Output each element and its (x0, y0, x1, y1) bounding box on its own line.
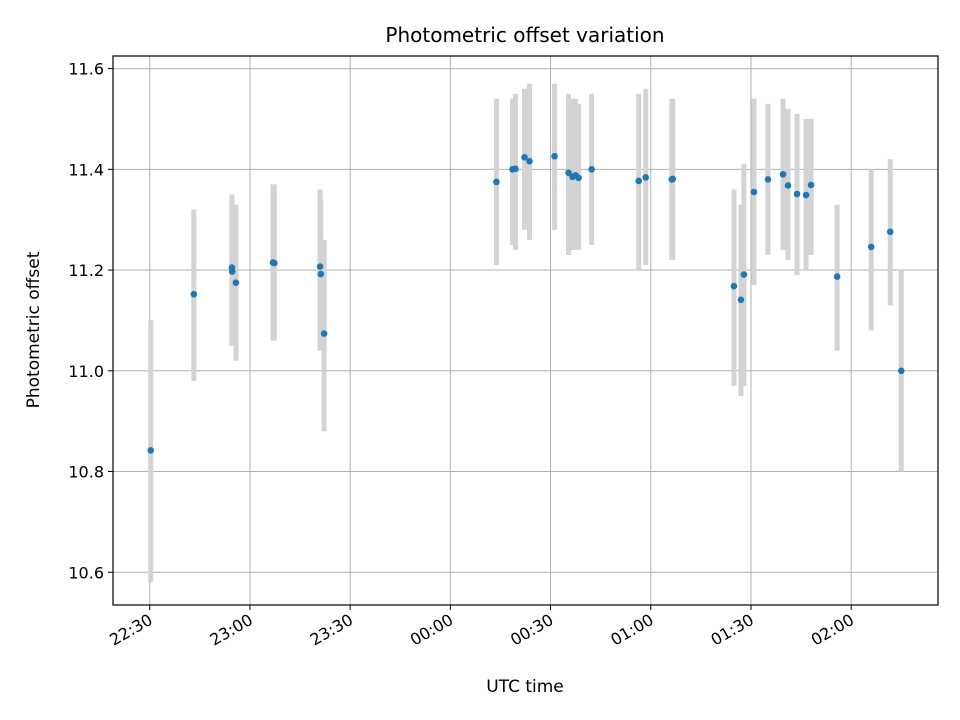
data-point (669, 175, 677, 183)
y-tick-label: 11.2 (68, 261, 104, 280)
data-point (493, 178, 500, 186)
data-point (320, 330, 328, 337)
data-point (635, 177, 643, 185)
plot-frame (112, 55, 939, 606)
data-point (867, 243, 875, 251)
data-point (642, 174, 650, 181)
data-point (521, 153, 528, 161)
y-axis-label: Photometric offset (24, 251, 44, 408)
data-point (764, 176, 772, 183)
y-tick-label: 11.6 (68, 60, 104, 79)
data-point (271, 259, 278, 267)
data-point (512, 165, 519, 173)
data-point (897, 367, 905, 375)
y-tick-label: 11.4 (68, 160, 104, 179)
data-point (575, 174, 582, 182)
data-point (228, 268, 236, 275)
data-point (317, 270, 325, 278)
data-point (316, 263, 324, 270)
data-point (740, 271, 748, 278)
data-point (190, 290, 198, 298)
data-point (750, 188, 758, 196)
data-point (551, 152, 558, 160)
chart-title: Photometric offset variation (385, 23, 664, 47)
data-point (526, 157, 533, 165)
data-point (886, 228, 894, 236)
grid (113, 56, 938, 605)
data-point (802, 191, 810, 199)
data-point (779, 171, 787, 178)
data-point (588, 166, 595, 173)
data-point (147, 447, 155, 454)
data-point (565, 169, 572, 177)
y-tick-label: 10.6 (68, 563, 104, 582)
data-point (833, 273, 841, 280)
data-point (807, 181, 815, 189)
x-axis-label: UTC time (486, 677, 564, 697)
data-point (784, 182, 792, 189)
data-points (147, 152, 905, 454)
data-point (737, 296, 745, 304)
data-point (232, 279, 240, 286)
y-axis-ticks: 10.6 10.8 11.0 11.2 11.4 11.6 (68, 60, 113, 582)
data-point (730, 282, 738, 290)
y-tick-label: 10.8 (68, 463, 104, 482)
y-tick-label: 11.0 (68, 362, 104, 381)
data-point (793, 190, 801, 198)
